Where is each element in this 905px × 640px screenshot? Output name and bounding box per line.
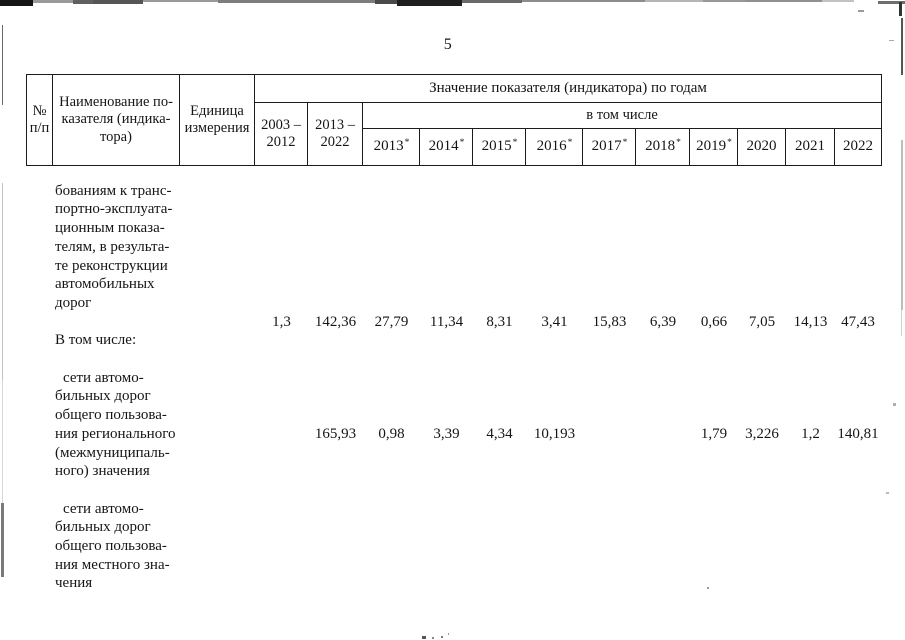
scan-artifact-top-bar [73, 0, 93, 4]
indicator-name-column: бованиям к транс- портно-эксплуата- цион… [55, 163, 187, 612]
row-name-regional-roads: сети автомо- бильных дорог общего пользо… [55, 369, 176, 480]
year-header-2021: 2021 [786, 129, 835, 165]
value-cell [583, 425, 636, 445]
year-header-2014: 2014 * [420, 129, 473, 165]
col-header-2003-2012: 2003 – 2012 [255, 103, 308, 165]
value-cell: 1,2 [801, 426, 820, 442]
scan-speck [448, 633, 449, 635]
year-header-2016: 2016 * [526, 129, 583, 165]
value-cell: 27,79 [374, 314, 409, 330]
value-cell: 1,3 [272, 314, 291, 330]
value-cell: 165,93 [314, 426, 357, 442]
value-cell [255, 425, 308, 445]
scan-speck [422, 636, 426, 639]
value-cell: 3,41 [541, 314, 568, 330]
scan-artifact-top-bar [822, 0, 854, 2]
continuation-text: бованиям к транс- портно-эксплуата- цион… [55, 182, 173, 311]
scan-artifact-top-bar [645, 0, 703, 2]
scan-speck [893, 403, 896, 406]
scan-artifact-left-edge [1, 503, 4, 577]
value-cell [636, 425, 690, 445]
value-cell: 15,83 [592, 314, 627, 330]
scan-artifact-top-bar [375, 0, 397, 4]
scan-speck [858, 10, 864, 12]
year-header-2020: 2020 [738, 129, 786, 165]
page-number: 5 [443, 36, 453, 53]
col-header-values-by-year: Значение показателя (индикатора) по года… [255, 75, 881, 103]
scan-speck [441, 636, 443, 638]
value-cell: 10,193 [533, 426, 576, 442]
scan-speck [432, 637, 434, 639]
value-cell: 7,05 [748, 314, 776, 330]
value-cell: 4,34 [486, 426, 513, 442]
year-header-2017: 2017 * [583, 129, 636, 165]
scan-artifact-top-bar [878, 1, 905, 4]
indicator-table-header: № п/п Наименование по- казателя (индика-… [26, 74, 882, 166]
scan-artifact-left-edge [2, 183, 3, 380]
year-header-2013: 2013 * [363, 129, 420, 165]
year-header-2018: 2018 * [636, 129, 690, 165]
scan-artifact-top-bar [33, 0, 73, 3]
scan-artifact-right-edge [901, 140, 903, 310]
value-cell: 11,34 [429, 314, 464, 330]
scan-artifact-top-bar [462, 0, 522, 3]
col-header-including: в том числе [363, 103, 881, 129]
value-cell: 6,39 [649, 314, 677, 330]
year-header-2019: 2019 * [690, 129, 738, 165]
scan-artifact-top-bar [93, 0, 143, 4]
scan-artifact-top-bar [143, 0, 218, 2]
including-label: В том числе: [55, 332, 137, 349]
scan-artifact-left-edge [2, 380, 3, 503]
value-cell: 142,36 [314, 314, 357, 330]
col-header-2013-2022: 2013 – 2022 [308, 103, 363, 165]
col-header-indicator-name: Наименование по- казателя (индика- тора) [53, 75, 180, 165]
scan-artifact-top-bar [522, 0, 645, 2]
scan-artifact-right-edge [901, 18, 903, 75]
value-cell: 47,43 [841, 314, 875, 330]
scan-artifact-top-bar [745, 0, 822, 2]
value-cell: 140,81 [837, 426, 879, 442]
col-header-row-number: № п/п [27, 75, 53, 165]
scan-speck [889, 40, 894, 41]
value-cell: 3,226 [745, 426, 779, 442]
scan-artifact-top-bar [703, 0, 745, 2]
value-cell: 14,13 [793, 314, 828, 330]
value-cell: 0,66 [700, 314, 728, 330]
year-header-2022: 2022 [843, 138, 873, 155]
value-cell: 1,79 [700, 426, 728, 442]
scan-artifact-right-edge [899, 2, 902, 16]
scan-speck [707, 587, 709, 589]
value-cell: 0,98 [378, 426, 405, 442]
value-cell: 8,31 [486, 314, 513, 330]
scan-artifact-right-edge [901, 310, 902, 336]
scan-artifact-left-edge [2, 25, 3, 105]
scan-speck [886, 492, 889, 494]
value-row-local-roads: 165,93 0,98 3,39 4,34 10,193 1,79 3,226 … [255, 425, 881, 445]
value-row-regional-roads: 1,3 142,36 27,79 11,34 8,31 3,41 15,83 6… [255, 313, 881, 333]
scan-artifact-top-bar [218, 0, 375, 3]
scan-artifact-top-bar [0, 0, 33, 6]
year-header-2015: 2015 * [473, 129, 526, 165]
value-cell: 3,39 [433, 426, 460, 442]
row-name-local-roads: сети автомо- бильных дорог общего пользо… [55, 500, 170, 592]
col-header-unit: Единица измерения [180, 75, 255, 165]
scan-artifact-top-bar [397, 0, 462, 6]
